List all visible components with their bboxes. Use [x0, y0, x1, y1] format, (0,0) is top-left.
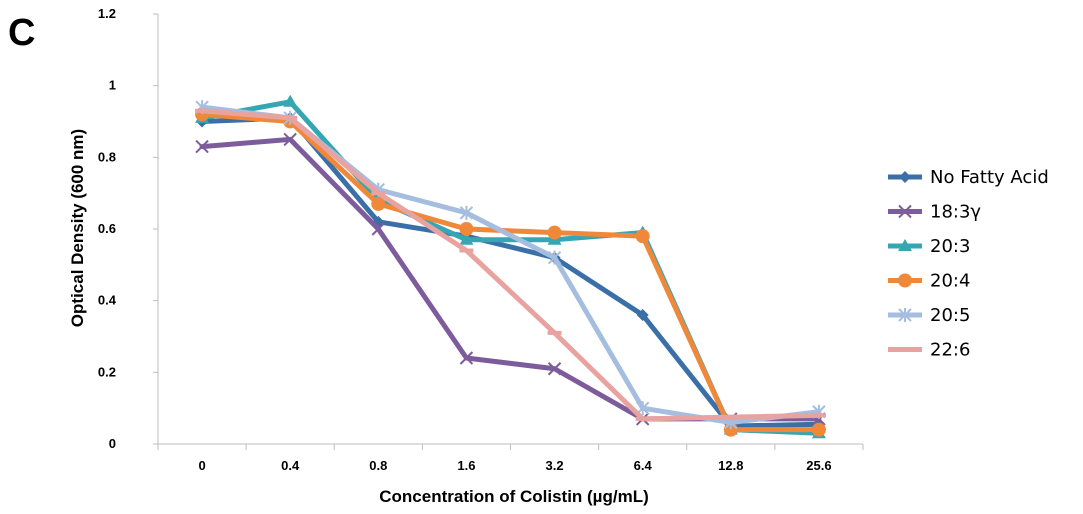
data-point: [459, 205, 474, 220]
data-point: [283, 94, 298, 107]
legend-label: 22:6: [930, 340, 970, 361]
data-point: [459, 351, 474, 365]
y-ticks: 0 0.2 0.4 0.6 0.8 1 1.2: [98, 6, 158, 451]
legend-label: 18:3γ: [930, 202, 981, 223]
data-point: [283, 115, 298, 120]
panel-label: C: [8, 12, 35, 54]
legend-label: 20:5: [930, 305, 970, 326]
data-point: [811, 413, 826, 418]
data-point: [635, 416, 650, 421]
data-point: [636, 309, 649, 321]
y-tick-label: 0: [109, 436, 116, 451]
data-point: [547, 250, 562, 265]
data-point: [371, 222, 386, 236]
y-tick-label: 1: [109, 78, 116, 93]
legend-marker: [898, 347, 912, 352]
series-layer: [195, 94, 826, 439]
series-line: [199, 108, 822, 422]
series-line: [199, 104, 822, 425]
y-tick-label: 0.8: [98, 149, 116, 164]
series-line: [199, 136, 822, 422]
y-tick-label: 1.2: [98, 6, 116, 21]
data-point: [635, 229, 650, 244]
x-ticks: 0 0.4 0.8 1.6 3.2 6.4 12.8 25.6: [157, 444, 864, 473]
y-tick-label: 0.4: [98, 293, 117, 308]
series-3: [195, 107, 826, 437]
data-point: [459, 248, 474, 253]
legend-item: 22:6: [888, 340, 970, 361]
y-tick-label: 0.6: [98, 221, 116, 236]
data-point: [811, 422, 826, 437]
x-tick-label: 0: [198, 458, 205, 473]
series-4: [195, 100, 826, 430]
x-tick-label: 12.8: [718, 458, 743, 473]
data-point: [371, 196, 386, 211]
data-point: [195, 108, 210, 113]
x-tick-label: 6.4: [634, 458, 653, 473]
series-line: [199, 99, 822, 436]
legend-marker: [898, 204, 912, 219]
series-2: [195, 94, 826, 439]
x-tick-label: 0.8: [369, 458, 387, 473]
data-point: [723, 415, 738, 420]
x-tick-label: 25.6: [806, 458, 831, 473]
legend-marker: [898, 239, 912, 251]
x-tick-label: 3.2: [546, 458, 564, 473]
legend-marker: [899, 171, 911, 183]
x-tick-label: 1.6: [457, 458, 475, 473]
legend-item: 18:3γ: [888, 202, 981, 223]
x-axis-title: Concentration of Colistin (µg/mL): [379, 487, 649, 506]
x-tick-label: 0.4: [281, 458, 300, 473]
legend-item: 20:5: [888, 305, 970, 326]
y-axis-title: Optical Density (600 nm): [68, 129, 87, 327]
data-point: [459, 222, 474, 236]
legend: No Fatty Acid 18:3γ 20:3 20:4 20:5 22:6: [888, 167, 1049, 361]
legend-marker: [898, 308, 912, 322]
legend-item: No Fatty Acid: [888, 167, 1049, 188]
series-5: [195, 108, 826, 422]
data-point: [547, 225, 562, 240]
legend-marker: [898, 273, 912, 288]
data-point: [283, 132, 297, 147]
legend-label: No Fatty Acid: [930, 167, 1049, 188]
data-point: [547, 362, 562, 376]
data-point: [195, 139, 209, 154]
data-point: [459, 232, 474, 245]
data-point: [547, 330, 562, 335]
y-tick-label: 0.2: [98, 364, 116, 379]
series-line: [199, 111, 822, 433]
series-1: [195, 132, 826, 426]
legend-item: 20:3: [888, 236, 970, 257]
data-point: [371, 191, 386, 196]
series-0: [196, 111, 825, 433]
legend-label: 20:3: [930, 236, 970, 257]
series-line: [199, 115, 822, 429]
legend-label: 20:4: [930, 271, 970, 292]
legend-item: 20:4: [888, 271, 970, 292]
